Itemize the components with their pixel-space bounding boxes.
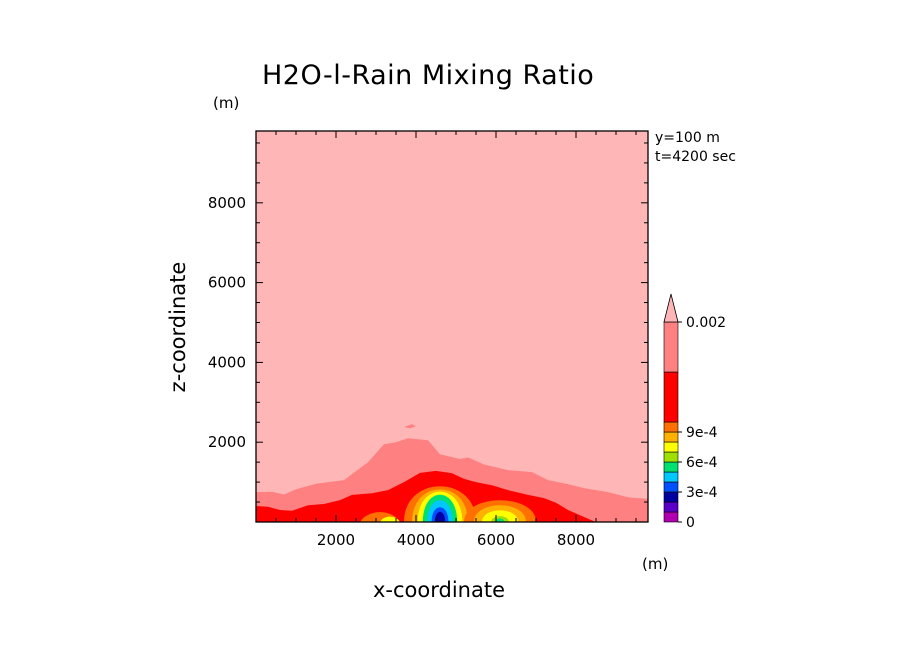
contour-region-background — [256, 131, 648, 522]
plot-frame — [255, 130, 649, 523]
z-tick-label: 4000 — [208, 353, 246, 371]
chart-title: H2O-l-Rain Mixing Ratio — [262, 60, 595, 91]
colorbar-swatch — [663, 491, 679, 503]
colorbar-tick-label: 9e-4 — [686, 425, 718, 441]
z-tick-label: 6000 — [208, 274, 246, 292]
x-tick-label: 4000 — [397, 531, 435, 549]
colorbar-extend-triangle — [663, 293, 679, 323]
colorbar-swatch — [663, 441, 679, 453]
z-tick-label: 8000 — [208, 194, 246, 212]
contour-core-level-7 — [434, 511, 446, 522]
x-axis-title: x-coordinate — [373, 578, 506, 602]
colorbar-tick-label: 0 — [686, 515, 695, 531]
y-position-annotation: y=100 m — [655, 130, 720, 146]
x-tick-label: 8000 — [557, 531, 595, 549]
colorbar-tick-label: 3e-4 — [686, 485, 718, 501]
colorbar-swatch — [663, 421, 679, 433]
time-annotation: t=4200 sec — [655, 149, 736, 165]
contour-secondary-level-4 — [495, 518, 505, 522]
colorbar-swatch — [663, 511, 679, 523]
colorbar-swatch — [663, 431, 679, 443]
colorbar-swatch — [663, 501, 679, 513]
x-tick-label: 6000 — [477, 531, 515, 549]
colorbar-swatch — [663, 461, 679, 473]
z-unit-label: (m) — [213, 94, 240, 112]
contour-region-light-red-patch — [404, 424, 416, 429]
colorbar-swatch — [663, 481, 679, 493]
colorbar-tick-label: 0.002 — [686, 315, 726, 331]
colorbar-swatch — [663, 321, 679, 373]
x-unit-label: (m) — [642, 555, 669, 573]
contour-left-patch-yellow — [380, 516, 400, 522]
x-tick-label: 2000 — [317, 531, 355, 549]
colorbar-swatch — [663, 371, 679, 423]
z-tick-label: 2000 — [208, 433, 246, 451]
colorbar-tick-label: 6e-4 — [686, 455, 718, 471]
colorbar-swatch — [663, 451, 679, 463]
colorbar-swatch — [663, 471, 679, 483]
